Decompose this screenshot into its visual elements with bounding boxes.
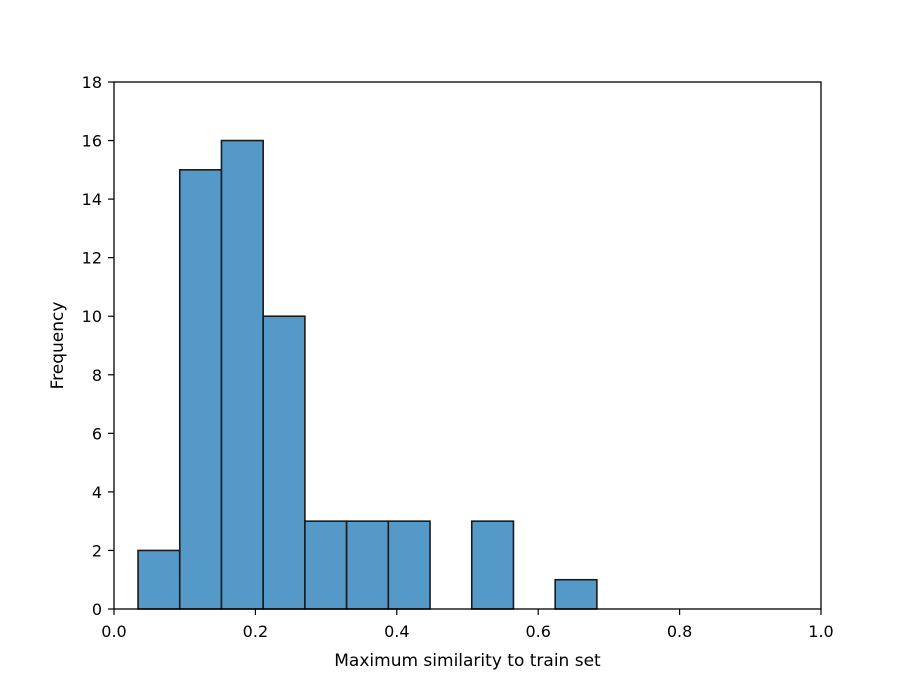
x-tick-label: 0.0: [101, 622, 126, 641]
y-tick-label: 2: [92, 541, 102, 560]
histogram-bars: [137, 139, 598, 610]
histogram-bar-3: [262, 315, 306, 610]
histogram-bar-1: [178, 169, 223, 610]
x-tick-label: 0.2: [243, 622, 268, 641]
x-tick-label: 0.4: [384, 622, 409, 641]
y-tick-label: 8: [92, 366, 102, 385]
y-tick-label: 16: [82, 132, 102, 151]
histogram-bar-5: [345, 520, 390, 610]
y-tick-label: 4: [92, 483, 102, 502]
plot-frame: [113, 81, 822, 610]
y-tick-label: 14: [82, 190, 102, 209]
histogram-bar-6: [387, 520, 431, 610]
x-tick-label: 0.8: [667, 622, 692, 641]
y-tick-label: 12: [82, 249, 102, 268]
histogram-bar-2: [220, 139, 264, 610]
histogram-bar-4: [304, 520, 348, 610]
x-tick-label: 1.0: [808, 622, 833, 641]
y-axis-ticks: 0 2 4 6 8 10 12 14 16 18: [82, 73, 114, 619]
histogram-bar-10: [554, 578, 598, 610]
histogram-bar-0: [137, 549, 181, 610]
y-tick-label: 18: [82, 73, 102, 92]
y-tick-label: 10: [82, 307, 102, 326]
x-axis-ticks: 0.0 0.2 0.4 0.6 0.8 1.0: [101, 609, 834, 641]
x-tick-label: 0.6: [525, 622, 550, 641]
y-tick-label: 6: [92, 424, 102, 443]
histogram-bar-8: [470, 520, 515, 610]
x-axis-label: Maximum similarity to train set: [334, 651, 601, 671]
y-axis-label: Frequency: [48, 302, 68, 390]
y-tick-label: 0: [92, 600, 102, 619]
